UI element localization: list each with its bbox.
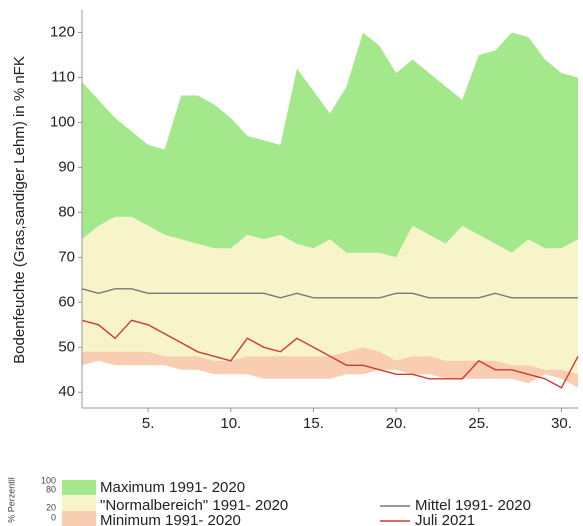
x-tick-label: 5. [142, 415, 155, 432]
percentile-tick: 100 [41, 475, 56, 485]
x-tick-label: 15. [303, 415, 324, 432]
y-tick-label: 50 [58, 338, 75, 355]
legend-label: Maximum 1991- 2020 [100, 479, 245, 496]
legend-label: Mittel 1991- 2020 [415, 497, 531, 514]
y-tick-label: 60 [58, 293, 75, 310]
legend-swatch [62, 495, 96, 511]
y-tick-label: 80 [58, 203, 75, 220]
y-tick-label: 40 [58, 383, 75, 400]
legend-swatch [62, 511, 96, 526]
percentile-tick: 20 [46, 502, 56, 512]
x-tick-label: 20. [386, 415, 407, 432]
percentile-tick: 80 [46, 484, 56, 494]
y-tick-label: 110 [51, 68, 75, 85]
y-tick-label: 120 [50, 23, 75, 40]
line [81, 319, 579, 389]
x-tick-label: 25. [468, 415, 489, 432]
y-axis-label: Bodenfeuchte (Gras,sandiger Lehm) in % n… [11, 56, 28, 364]
legend-label: Juli 2021 [415, 512, 475, 526]
x-tick-label: 30. [551, 415, 572, 432]
band [82, 347, 578, 388]
band [82, 32, 578, 258]
y-tick-label: 90 [58, 158, 75, 175]
y-tick-label: 70 [58, 248, 75, 265]
legend-label: Minimum 1991- 2020 [100, 512, 241, 526]
percentile-tick: 0 [51, 512, 56, 522]
band [82, 216, 578, 375]
line [81, 288, 578, 299]
legend-swatch [62, 480, 96, 495]
percentile-label: % Perzentil [6, 477, 16, 523]
x-tick-label: 10. [220, 415, 241, 432]
legend-label: "Normalbereich" 1991- 2020 [100, 497, 288, 514]
y-tick-label: 100 [50, 113, 75, 130]
